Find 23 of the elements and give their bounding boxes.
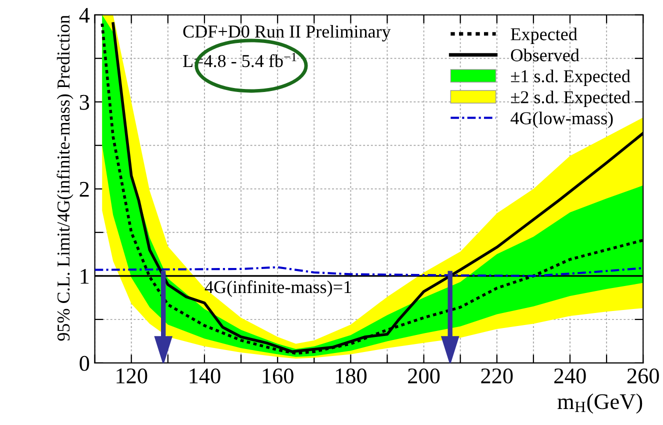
y-tick-label: 2 xyxy=(80,182,89,197)
y-tick-label: 4 xyxy=(79,8,90,23)
x-tick-label: 220 xyxy=(481,368,513,384)
x-tick-label: 200 xyxy=(408,368,440,384)
y-axis-title: 95% C.L. Limit/4G(infinite-mass) Prediction xyxy=(56,15,74,341)
x-tick-label: 140 xyxy=(190,368,220,384)
legend-label: ±2 s.d. Expected xyxy=(511,90,630,107)
x-tick-label: 240 xyxy=(554,368,586,384)
x-axis-title: m$_{H}$(GeV) xyxy=(558,394,642,414)
legend-label: Expected xyxy=(510,28,578,44)
line-series xyxy=(94,266,644,277)
legend-label: 4G(low-mass) xyxy=(510,112,613,128)
y-tick-label: 0 xyxy=(80,356,90,371)
y-tick-label: 1 xyxy=(80,268,89,284)
y-tick-label: 3 xyxy=(80,94,90,110)
x-tick-label: 260 xyxy=(627,368,659,384)
x-tick-label: 180 xyxy=(336,368,366,384)
x-tick-label: 120 xyxy=(116,368,148,384)
x-tick-label: 160 xyxy=(262,368,294,384)
annotation: CDF+D0 Run II Preliminary xyxy=(183,24,391,42)
ref-line-label: 4G(infinite-mass)=1 xyxy=(204,280,351,297)
legend-label: ±1 s.d. Expected xyxy=(511,70,630,86)
legend-label: Observed xyxy=(510,48,580,62)
